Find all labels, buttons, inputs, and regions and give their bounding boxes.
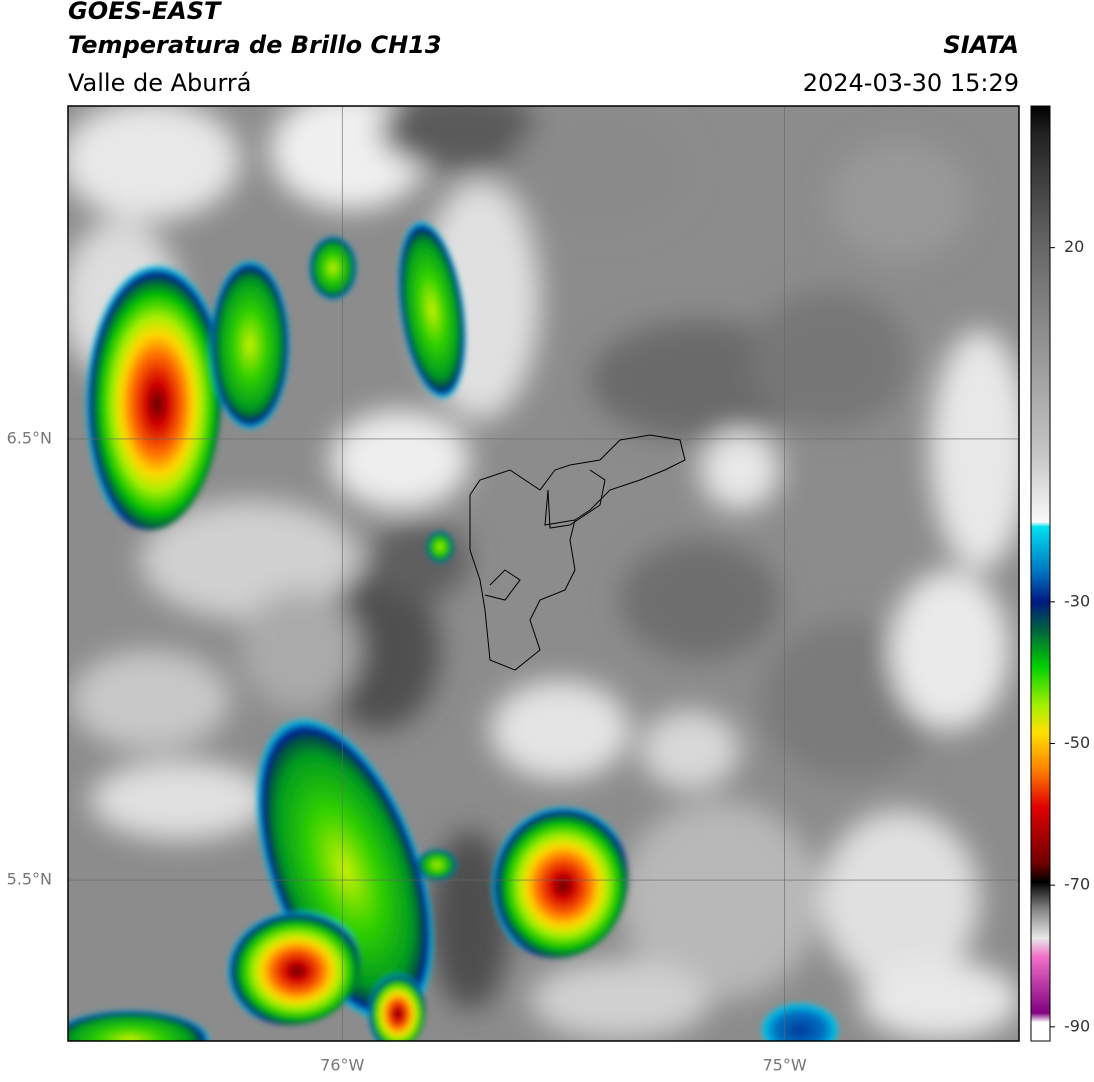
storm-cell (78, 250, 222, 530)
cloud (330, 410, 470, 510)
cloud (70, 650, 230, 750)
storm-cells (68, 220, 840, 1041)
lat-label: 5.5°N (7, 870, 52, 889)
cloud (320, 570, 440, 730)
map-frame (67, 105, 1020, 1042)
subtitle: Temperatura de Brillo CH13 (68, 31, 442, 59)
colorbar (1030, 105, 1051, 1042)
storm-cell (220, 905, 360, 1025)
storm-cell (210, 260, 290, 430)
colorbar-tick-label: 20 (1064, 237, 1084, 256)
storm-cell (760, 1002, 840, 1041)
colorbar-ticks: 20 -30 -50 -70 -90 (1050, 237, 1090, 1035)
cloud (700, 430, 780, 510)
cloud (370, 520, 470, 600)
cloud (510, 110, 690, 230)
colorbar-tick-label: -50 (1064, 733, 1090, 752)
lon-label: 75°W (762, 1056, 806, 1075)
lon-label: 76°W (320, 1056, 364, 1075)
cloud (890, 570, 1010, 730)
municipal-boundary (484, 569, 521, 601)
cloud (530, 960, 710, 1040)
colorbar-tick-label: -70 (1064, 875, 1090, 894)
cloud (620, 540, 780, 660)
region: Valle de Aburrá (68, 69, 252, 97)
cloud (240, 590, 360, 710)
municipal-boundary (544, 489, 576, 526)
cloud (750, 290, 910, 430)
cloud (820, 810, 980, 990)
storm-cell (417, 849, 457, 881)
lat-label: 6.5°N (7, 428, 52, 447)
datetime: 2024-03-30 15:29 (803, 69, 1019, 97)
colorbar-tick-label: -90 (1064, 1016, 1090, 1035)
cloud (930, 330, 1019, 570)
storm-cell (365, 970, 425, 1041)
cloud (860, 960, 1019, 1040)
map-area (68, 106, 1019, 1041)
cloud (90, 760, 270, 840)
cloud (490, 680, 630, 780)
municipal-boundary (547, 469, 606, 529)
colorbar-tick-label: -30 (1064, 591, 1090, 610)
cloud (620, 800, 820, 1000)
storm-cell (484, 798, 628, 958)
cloud (640, 710, 740, 790)
cloud-field (68, 106, 1019, 1040)
cloud (380, 106, 540, 170)
valley-boundary (469, 434, 686, 671)
storm-cell (397, 220, 467, 400)
storm-cell (68, 1010, 210, 1041)
storm-cell (309, 236, 357, 300)
cloud (140, 500, 360, 620)
source: SIATA (943, 31, 1019, 59)
graticule (68, 106, 1019, 1041)
storm-cell (426, 531, 454, 563)
title: GOES-EAST (68, 0, 222, 25)
cloud (830, 140, 970, 260)
cloud (68, 106, 240, 220)
